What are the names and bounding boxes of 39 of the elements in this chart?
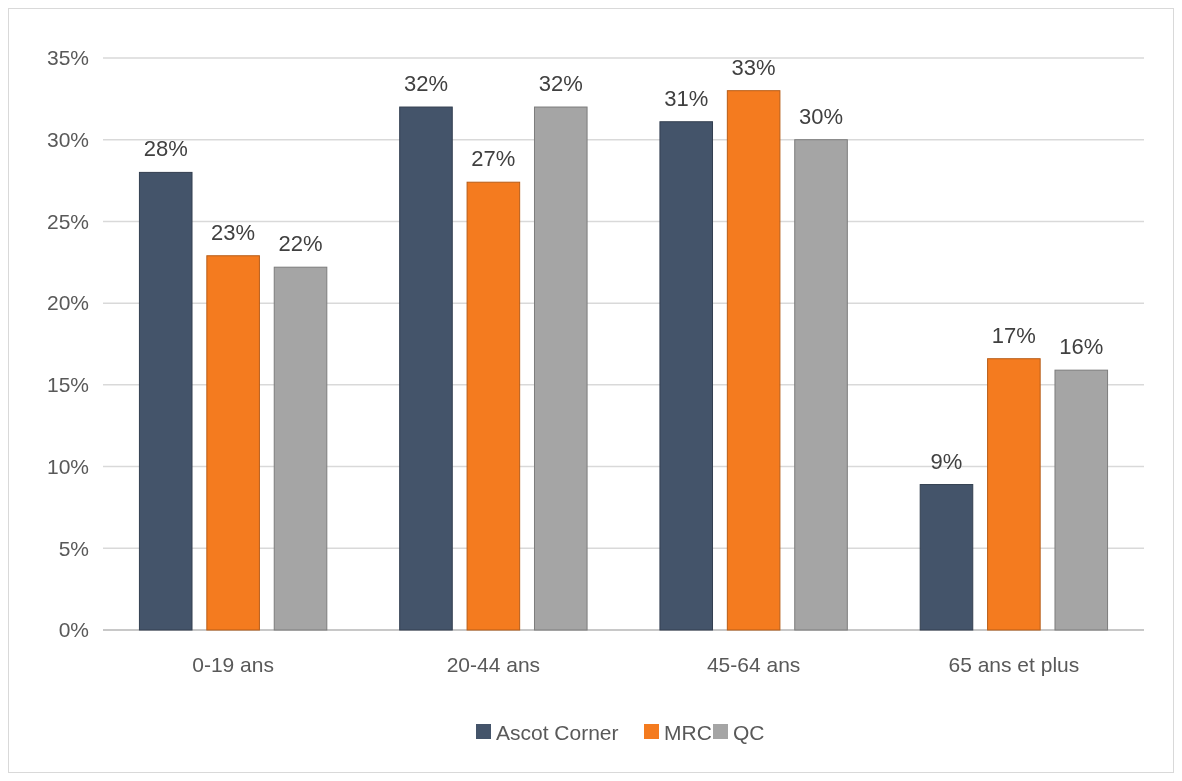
x-tick-label: 20-44 ans xyxy=(446,653,541,676)
y-tick-label: 0% xyxy=(58,618,89,642)
y-tick-label: 20% xyxy=(46,291,89,315)
data-label: 22% xyxy=(278,231,323,257)
bar xyxy=(987,358,1041,631)
data-label: 9% xyxy=(930,448,963,474)
x-tick-label: 45-64 ans xyxy=(706,653,801,676)
legend-label: Ascot Corner xyxy=(496,721,619,745)
bar xyxy=(726,90,781,631)
bar xyxy=(919,484,974,631)
bar xyxy=(399,106,453,631)
data-label: 33% xyxy=(731,54,776,80)
bar xyxy=(659,121,714,631)
data-label: 27% xyxy=(471,146,516,172)
bar xyxy=(794,139,848,631)
x-tick-label: 0-19 ans xyxy=(192,653,274,676)
y-tick-label: 5% xyxy=(58,536,89,560)
data-label: 32% xyxy=(538,71,583,97)
y-tick-label: 15% xyxy=(46,373,89,397)
bar xyxy=(1054,369,1109,631)
bar xyxy=(206,255,260,631)
y-tick-label: 25% xyxy=(46,209,89,233)
data-label: 32% xyxy=(403,71,448,97)
legend-label: MRC xyxy=(664,721,712,745)
x-tick-label: 65 ans et plus xyxy=(948,653,1080,676)
y-tick-label: 10% xyxy=(46,454,89,478)
data-label: 31% xyxy=(664,85,709,111)
y-tick-label: 30% xyxy=(46,128,89,152)
bar xyxy=(273,266,328,631)
data-label: 28% xyxy=(143,136,188,162)
bar xyxy=(533,106,588,631)
bar xyxy=(138,171,193,631)
legend-label: QC xyxy=(733,721,765,745)
data-label: 23% xyxy=(211,219,256,245)
data-label: 17% xyxy=(991,322,1036,348)
data-label: 16% xyxy=(1059,334,1104,360)
data-label: 30% xyxy=(799,103,844,129)
bar xyxy=(466,181,521,631)
y-tick-label: 35% xyxy=(46,46,89,70)
